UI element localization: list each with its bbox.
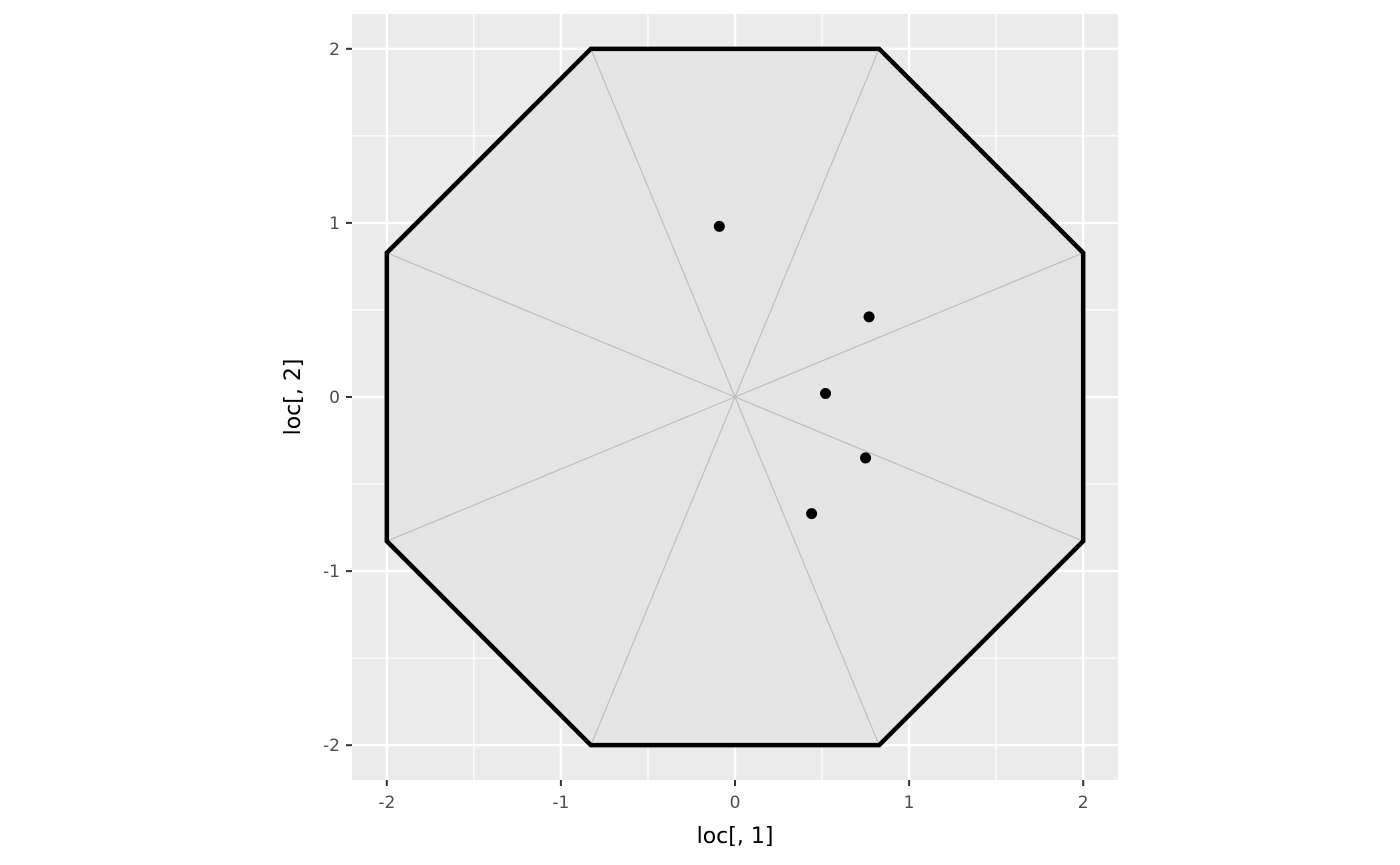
y-tick-label: 0: [329, 388, 340, 408]
data-point: [806, 508, 818, 520]
y-tick-label: -1: [323, 562, 340, 582]
sector-line: [590, 396, 736, 746]
data-point: [863, 311, 875, 323]
sector-lines: [386, 48, 1084, 746]
boundary-polygon-outline: [384, 46, 1086, 748]
y-tick-label: 2: [329, 40, 340, 60]
sector-line: [734, 396, 1084, 542]
data-point: [860, 452, 872, 464]
x-tick-label: 1: [904, 793, 915, 813]
sector-line: [590, 48, 736, 398]
sector-line: [734, 48, 880, 398]
data-point: [713, 220, 725, 232]
y-axis-title: loc[, 2]: [281, 359, 306, 436]
y-tick-label: 1: [329, 214, 340, 234]
sector-line: [734, 252, 1084, 398]
x-tick-label: 0: [730, 793, 741, 813]
sector-line: [734, 396, 880, 746]
sector-line: [386, 252, 736, 398]
y-tick-label: -2: [323, 736, 340, 756]
x-axis-ticks: -2 -1 0 1 2: [378, 780, 1089, 813]
x-tick-label: -2: [378, 793, 395, 813]
x-tick-label: -1: [552, 793, 569, 813]
x-axis-title: loc[, 1]: [697, 824, 774, 849]
data-points: [713, 220, 875, 520]
x-tick-label: 2: [1078, 793, 1089, 813]
data-point: [820, 388, 832, 400]
y-axis-ticks: -2 -1 0 1 2: [323, 40, 352, 756]
sector-line: [386, 396, 736, 542]
